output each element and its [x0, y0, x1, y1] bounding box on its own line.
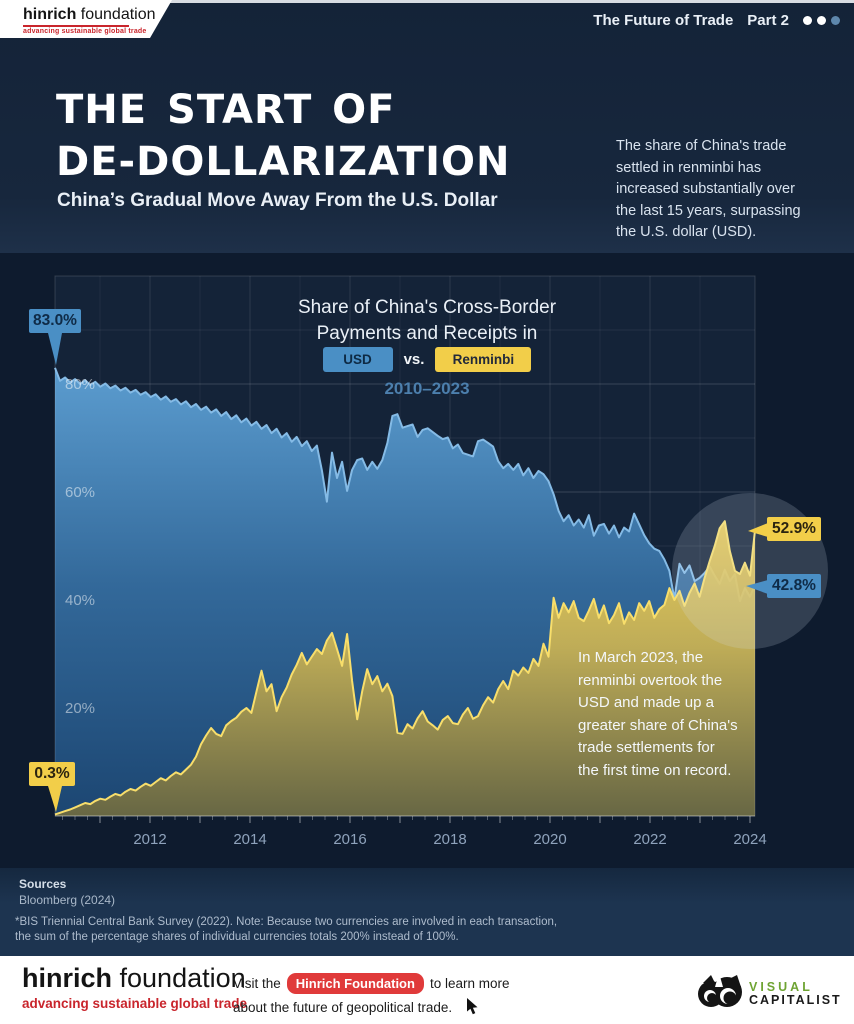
visual-capitalist-logo[interactable]: VISUAL CAPITALIST: [697, 971, 842, 1016]
vc-visual: VISUAL: [749, 980, 813, 994]
footer-brand-tagline: advancing sustainable global trade: [22, 996, 248, 1011]
part-dot-3: [831, 16, 840, 25]
brand-tagline: advancing sustainable global trade: [23, 28, 147, 35]
legend-renminbi-badge: Renminbi: [435, 347, 532, 372]
svg-text:60%: 60%: [65, 484, 95, 501]
callout-renminbi-end: 52.9%: [767, 517, 821, 541]
sources-footnote: *BIS Triennial Central Bank Survey (2022…: [15, 916, 558, 943]
svg-text:2018: 2018: [433, 831, 466, 848]
footer-brand-light: foundation: [112, 963, 246, 993]
page-title: THE START OF DE-DOLLARIZATION: [56, 87, 511, 185]
footer-visit-line2: about the future of geopolitical trade.: [233, 994, 509, 1020]
svg-text:20%: 20%: [65, 700, 95, 717]
visit-line2: about the future of geopolitical trade.: [233, 999, 453, 1015]
footer-hinrich-logo[interactable]: hinrich foundation: [22, 963, 246, 994]
chart-title: Share of China's Cross-Border Payments a…: [297, 297, 557, 344]
header-section: hinrich foundation advancing sustainable…: [0, 0, 854, 253]
vc-capitalist: CAPITALIST: [749, 992, 842, 1007]
chart-annotation: In March 2023, the renminbi overtook the…: [578, 649, 738, 779]
area-chart: 20% 40% 60% 80% 2012 2014 2016 2018 2020 2022 2024: [48, 275, 828, 848]
series-indicator: The Future of Trade Part 2: [593, 12, 840, 29]
footer-brand-bold: hinrich: [22, 963, 113, 993]
chart-section: 20% 40% 60% 80% 2012 2014 2016 2018 2020 2022 2024…: [0, 253, 854, 868]
svg-text:2014: 2014: [233, 831, 266, 848]
callout-renminbi-start: 0.3%: [29, 762, 75, 786]
part-dots: [803, 16, 840, 25]
svg-text:40%: 40%: [65, 592, 95, 609]
top-edge-strip: [0, 0, 854, 3]
brand-light: foundation: [76, 6, 156, 23]
legend-vs-label: vs.: [403, 351, 425, 368]
chart-legend: USD vs. Renminbi: [0, 347, 854, 372]
series-title: The Future of Trade: [593, 12, 734, 29]
part-dot-1: [803, 16, 812, 25]
part-dot-2: [817, 16, 826, 25]
chart-date-range: 2010–2023: [384, 379, 470, 398]
hinrich-foundation-link-badge[interactable]: Hinrich Foundation: [286, 973, 424, 994]
svg-text:2020: 2020: [533, 831, 566, 848]
visual-capitalist-icon: [697, 971, 743, 1016]
svg-text:2022: 2022: [633, 831, 666, 848]
sources-section: Sources Bloomberg (2024) *BIS Triennial …: [0, 868, 854, 956]
intro-paragraph: The share of China's trade settled in re…: [616, 138, 801, 240]
brand-wordmark: hinrich foundation: [23, 6, 156, 24]
brand-bold: hinrich: [23, 6, 77, 23]
hinrich-foundation-logo[interactable]: hinrich foundation advancing sustainable…: [0, 0, 172, 38]
footer: hinrich foundation advancing sustainable…: [0, 956, 854, 1024]
visual-capitalist-wordmark: VISUAL CAPITALIST: [749, 981, 842, 1006]
callout-usd-start: 83.0%: [29, 309, 81, 333]
sources-items: Bloomberg (2024): [19, 893, 116, 907]
svg-text:2016: 2016: [333, 831, 366, 848]
legend-usd-badge: USD: [322, 347, 393, 372]
cursor-icon: [466, 998, 481, 1020]
callout-usd-end: 42.8%: [767, 574, 821, 598]
footer-visit-block: Visit the Hinrich Foundation to learn mo…: [233, 973, 509, 1020]
series-part: Part 2: [747, 12, 789, 29]
visit-suffix: to learn more: [429, 976, 510, 991]
svg-text:2012: 2012: [133, 831, 166, 848]
svg-text:80%: 80%: [65, 376, 95, 393]
footer-visit-line1: Visit the Hinrich Foundation to learn mo…: [233, 973, 509, 994]
page-subtitle: China’s Gradual Move Away From the U.S. …: [57, 190, 498, 211]
brand-rule: [23, 25, 129, 27]
visit-prefix: Visit the: [233, 976, 281, 991]
svg-text:2024: 2024: [733, 831, 766, 848]
sources-label: Sources: [19, 877, 67, 891]
